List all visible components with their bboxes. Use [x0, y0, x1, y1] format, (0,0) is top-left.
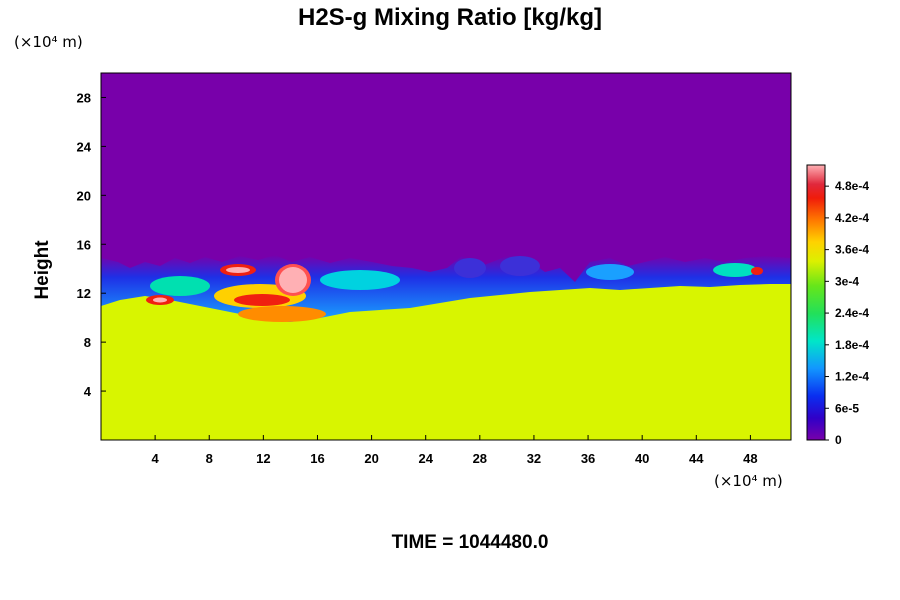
x-tick-label: 48	[743, 451, 757, 466]
colorbar-label: 4.2e-4	[835, 211, 869, 225]
colorbar-label: 1.2e-4	[835, 370, 869, 384]
plume-feature	[150, 276, 210, 296]
x-tick-label: 28	[473, 451, 487, 466]
x-tick-label: 24	[418, 451, 433, 466]
plume-feature	[153, 297, 167, 303]
x-axis-ticks: 4 8 12 16 20 24 28 32 36 40 44 48	[152, 435, 758, 466]
colorbar-labels: 0 6e-5 1.2e-4 1.8e-4 2.4e-4 3e-4 3.6e-4 4.2e-4 4…	[825, 179, 869, 447]
colorbar	[806, 164, 826, 441]
x-axis-unit: (×10⁴ m)	[714, 472, 783, 490]
time-label: TIME = 1044480.0	[391, 532, 549, 553]
plume-feature	[226, 267, 250, 273]
plot-frame	[100, 72, 792, 441]
x-tick-label: 40	[635, 451, 649, 466]
plume-feature	[586, 264, 634, 280]
lower-layer	[101, 284, 791, 440]
colorbar-label: 1.8e-4	[835, 338, 869, 352]
y-tick-label: 20	[77, 188, 91, 203]
y-tick-label: 8	[84, 335, 91, 350]
y-tick-label: 12	[77, 286, 91, 301]
colorbar-label: 0	[835, 433, 842, 447]
colorbar-label: 3.6e-4	[835, 243, 869, 257]
colorbar-label: 4.8e-4	[835, 179, 869, 193]
colorbar-label: 3e-4	[835, 274, 859, 288]
heatmap-field	[101, 73, 791, 440]
x-tick-label: 36	[581, 451, 595, 466]
y-tick-label: 4	[84, 384, 92, 399]
x-tick-label: 8	[206, 451, 213, 466]
chart-title: H2S-g Mixing Ratio [kg/kg]	[297, 4, 602, 31]
x-tick-label: 20	[364, 451, 378, 466]
plume-feature	[751, 267, 763, 275]
plume-feature	[320, 270, 400, 290]
plume-feature	[713, 263, 757, 277]
plume-feature	[234, 294, 290, 306]
y-axis-ticks: 4 8 12 16 20 24 28	[77, 90, 106, 399]
plume-feature	[238, 306, 326, 322]
x-tick-label: 16	[310, 451, 324, 466]
plume-feature	[454, 258, 486, 278]
y-tick-label: 24	[77, 139, 92, 154]
plume-feature	[500, 256, 540, 276]
y-tick-label: 16	[77, 237, 91, 252]
plume-features	[146, 256, 763, 322]
y-axis-unit: (×10⁴ m)	[14, 33, 83, 51]
x-tick-label: 12	[256, 451, 270, 466]
colorbar-label: 6e-5	[835, 401, 859, 415]
x-tick-label: 44	[689, 451, 704, 466]
colorbar-label: 2.4e-4	[835, 306, 869, 320]
x-tick-label: 32	[527, 451, 541, 466]
y-tick-label: 28	[77, 90, 91, 105]
x-tick-label: 4	[152, 451, 160, 466]
plume-feature	[279, 267, 307, 293]
